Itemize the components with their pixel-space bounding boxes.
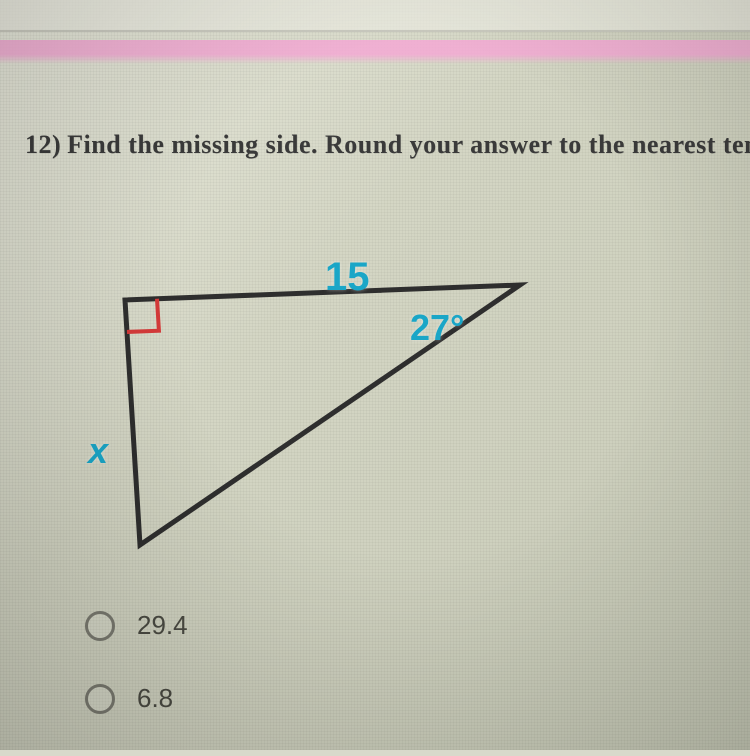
answer-options: 29.4 6.8	[85, 610, 188, 756]
label-left-side: x	[88, 430, 108, 472]
question-text-row: 12) Find the missing side. Round your an…	[25, 130, 730, 160]
label-angle: 27°	[410, 307, 464, 349]
right-angle-marker	[127, 299, 159, 332]
option-label: 6.8	[137, 683, 173, 714]
label-top-side: 15	[325, 255, 370, 300]
radio-unchecked-icon[interactable]	[85, 684, 115, 714]
radio-unchecked-icon[interactable]	[85, 611, 115, 641]
option-row[interactable]: 6.8	[85, 683, 188, 714]
pink-accent-bar	[0, 40, 750, 64]
option-row[interactable]: 29.4	[85, 610, 188, 641]
question-prompt: Find the missing side. Round your answer…	[67, 130, 750, 160]
question-number: 12)	[25, 130, 61, 160]
option-label: 29.4	[137, 610, 188, 641]
triangle-figure: 15 27° x	[80, 245, 600, 565]
window-top-bar	[0, 0, 750, 32]
